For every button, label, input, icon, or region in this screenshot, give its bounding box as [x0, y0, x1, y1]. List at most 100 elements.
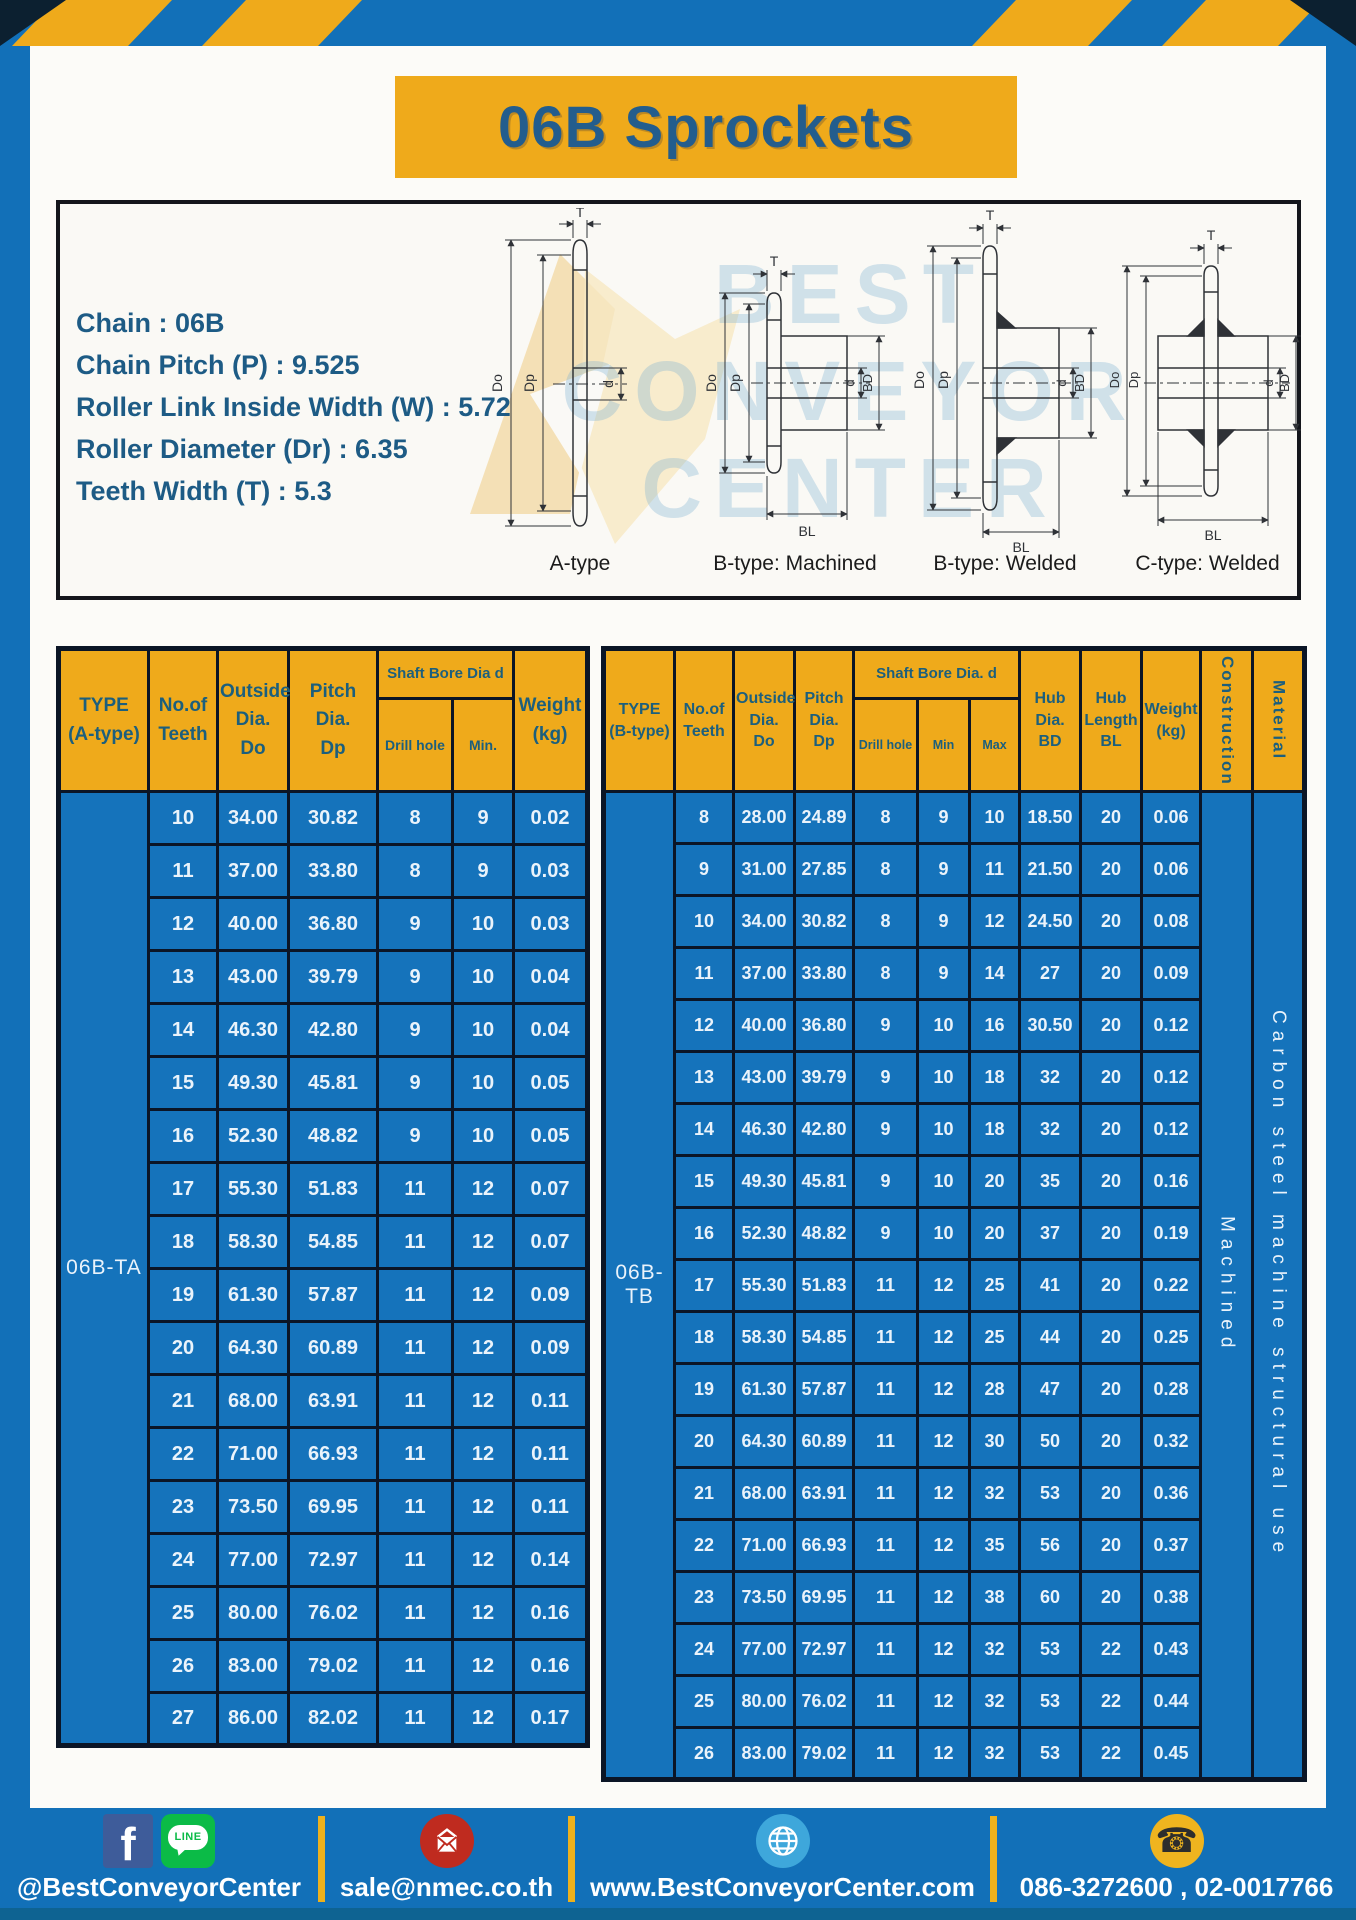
- data-cell: 55.30: [732, 1258, 796, 1313]
- line-icon[interactable]: LINE: [161, 1814, 215, 1868]
- email-label[interactable]: sale@nmec.co.th: [339, 1872, 554, 1902]
- facebook-icon[interactable]: f: [103, 1814, 153, 1868]
- table-row: 16 52.30 48.82 9 10 0.05: [59, 1108, 589, 1164]
- data-cell: 0.32: [1140, 1414, 1202, 1469]
- data-cell: 0.04: [512, 1002, 589, 1058]
- data-cell: 9: [376, 1002, 454, 1058]
- data-cell: 0.05: [512, 1055, 589, 1111]
- data-cell: 11: [968, 842, 1021, 897]
- data-cell: 12: [916, 1726, 971, 1781]
- col-header-weight: Weight (kg): [512, 647, 589, 793]
- data-cell: 48.82: [287, 1108, 379, 1164]
- data-cell: 32: [968, 1674, 1021, 1729]
- data-cell: 11: [852, 1518, 919, 1573]
- footer-phone-section[interactable]: ☎ 086-3272600 , 02-0017766: [997, 1808, 1356, 1908]
- data-cell: 55.30: [216, 1161, 290, 1217]
- data-cell: 30.82: [793, 894, 855, 949]
- col-header-min: Min: [916, 697, 971, 793]
- col-header-outside-dia: Outside Dia. Do: [732, 647, 796, 793]
- dim-label-dp: Dp: [935, 371, 951, 389]
- data-cell: 47: [1018, 1362, 1082, 1417]
- data-cell: 24: [673, 1622, 735, 1677]
- data-cell: 37.00: [732, 946, 796, 1001]
- type-cell: 06B-TB: [602, 790, 676, 1781]
- data-cell: 20: [1079, 1310, 1143, 1365]
- drawing-caption: A-type: [549, 552, 611, 575]
- col-header-hub-length: Hub Length BL: [1079, 647, 1143, 793]
- dim-label-bl: BL: [798, 523, 815, 539]
- mail-icon[interactable]: [419, 1814, 474, 1868]
- data-cell: 11: [376, 1691, 454, 1747]
- table-row: 13 43.00 39.79 9 10 18 32 20 0.12: [604, 1050, 1305, 1105]
- data-cell: 57.87: [793, 1362, 855, 1417]
- data-cell: 10: [916, 1102, 971, 1157]
- data-cell: 19: [673, 1362, 735, 1417]
- website-label[interactable]: www.BestConveyorCenter.com: [590, 1872, 975, 1902]
- data-cell: 80.00: [732, 1674, 796, 1729]
- data-cell: 57.87: [287, 1267, 379, 1323]
- data-cell: 0.19: [1140, 1206, 1202, 1261]
- data-cell: 0.45: [1140, 1726, 1202, 1781]
- data-cell: 0.43: [1140, 1622, 1202, 1677]
- data-cell: 40.00: [732, 998, 796, 1053]
- data-cell: 36.80: [793, 998, 855, 1053]
- data-cell: 0.36: [1140, 1466, 1202, 1521]
- data-cell: 10: [916, 998, 971, 1053]
- data-cell: 11: [376, 1214, 454, 1270]
- table-row: 19 61.30 57.87 11 12 0.09: [59, 1267, 589, 1323]
- data-cell: 34.00: [216, 790, 290, 846]
- data-cell: 68.00: [732, 1466, 796, 1521]
- data-cell: 12: [916, 1622, 971, 1677]
- social-handle-label[interactable]: @BestConveyorCenter: [17, 1872, 301, 1902]
- data-cell: 12: [916, 1518, 971, 1573]
- data-cell: 0.37: [1140, 1518, 1202, 1573]
- phone-icon[interactable]: ☎: [1149, 1814, 1204, 1868]
- footer-divider: [318, 1816, 325, 1902]
- data-cell: 0.16: [512, 1638, 589, 1694]
- data-cell: 32: [1018, 1050, 1082, 1105]
- col-header-min: Min.: [451, 697, 515, 793]
- data-cell: 22: [673, 1518, 735, 1573]
- footer-email-section[interactable]: sale@nmec.co.th: [325, 1808, 568, 1908]
- data-cell: 79.02: [287, 1638, 379, 1694]
- sprocket-drawing-b-type-welded: T Do Dp d BD: [905, 208, 1105, 576]
- data-cell: 54.85: [793, 1310, 855, 1365]
- table-row: 15 49.30 45.81 9 10 20 35 20 0.16: [604, 1154, 1305, 1209]
- footer-website-section[interactable]: www.BestConveyorCenter.com: [575, 1808, 990, 1908]
- data-cell: 9: [376, 949, 454, 1005]
- data-cell: 11: [852, 1258, 919, 1313]
- data-cell: 31.00: [732, 842, 796, 897]
- data-cell: 18: [968, 1102, 1021, 1157]
- table-row: 25 80.00 76.02 11 12 0.16: [59, 1585, 589, 1641]
- globe-icon[interactable]: [755, 1814, 810, 1868]
- dim-label-t: T: [986, 208, 995, 223]
- data-cell: 9: [916, 842, 971, 897]
- data-cell: 0.11: [512, 1373, 589, 1429]
- data-cell: 76.02: [287, 1585, 379, 1641]
- col-header-type: TYPE (A-type): [57, 647, 150, 793]
- table-row: 18 58.30 54.85 11 12 25 44 20 0.25: [604, 1310, 1305, 1365]
- data-cell: 34.00: [732, 894, 796, 949]
- data-cell: 60.89: [287, 1320, 379, 1376]
- data-cell: 58.30: [732, 1310, 796, 1365]
- data-cell: 66.93: [793, 1518, 855, 1573]
- phone-label[interactable]: 086-3272600 , 02-0017766: [1019, 1872, 1334, 1902]
- merged-vertical-cell: Carbon steel machine structural use: [1251, 790, 1306, 1781]
- table-row: 20 64.30 60.89 11 12 30 50 20 0.32: [604, 1414, 1305, 1469]
- table-row: 27 86.00 82.02 11 12 0.17: [59, 1691, 589, 1747]
- data-cell: 9: [852, 998, 919, 1053]
- col-header-drill-hole: Drill hole: [852, 697, 919, 793]
- footer-social-section[interactable]: f LINE @BestConveyorCenter: [0, 1808, 318, 1908]
- data-cell: 61.30: [732, 1362, 796, 1417]
- data-cell: 11: [376, 1373, 454, 1429]
- data-cell: 24.89: [793, 790, 855, 845]
- data-cell: 11: [852, 1310, 919, 1365]
- data-cell: 11: [852, 1362, 919, 1417]
- data-cell: 9: [852, 1154, 919, 1209]
- data-cell: 12: [673, 998, 735, 1053]
- spec-line: Chain Pitch (P) : 9.525: [76, 350, 360, 380]
- data-cell: 80.00: [216, 1585, 290, 1641]
- data-cell: 0.06: [1140, 790, 1202, 845]
- sprocket-drawing-c-type-welded: T Do Dp d BD: [1110, 208, 1305, 576]
- data-cell: 64.30: [732, 1414, 796, 1469]
